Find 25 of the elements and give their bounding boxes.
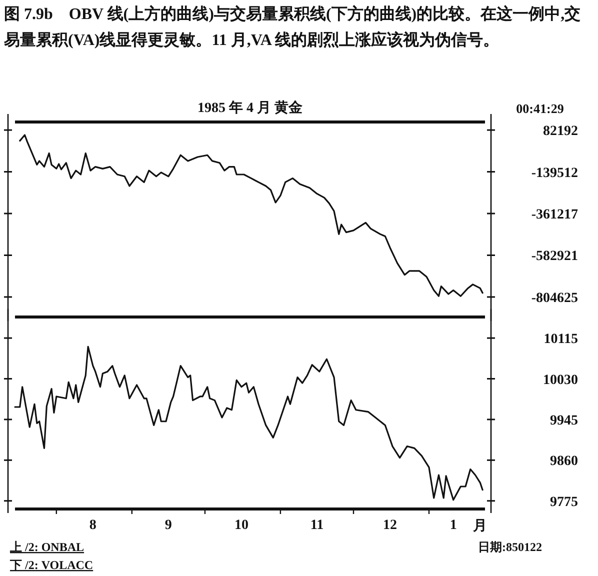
y-tick-label: -139512	[531, 166, 578, 181]
y-tick-label: 9775	[550, 494, 578, 510]
x-tick-label: 1	[450, 518, 457, 533]
y-tick-label: 10030	[543, 372, 578, 388]
y-tick-label: 9860	[550, 454, 578, 470]
chart-title: 1985 年 4 月 黄金	[198, 100, 304, 116]
y-tick-label: -361217	[531, 208, 578, 223]
y-tick-label: -804625	[531, 290, 578, 306]
x-tick-label: 12	[383, 518, 398, 533]
x-tick-label: 8	[89, 518, 96, 533]
caption: 图 7.9b OBV 线(上方的曲线)与交易量累积线(下方的曲线)的比较。在这一例中,交易量累积(VA)线显得更灵敏。11 月,VA 线的剧烈上涨应该视为伪信号。	[4, 4, 582, 51]
y-tick-label: 9945	[550, 413, 578, 428]
x-tick-label: 10	[234, 518, 248, 533]
text: 日期:850122	[478, 540, 542, 554]
line-series	[14, 346, 484, 501]
line-series	[19, 134, 484, 297]
x-tick-label: 9	[164, 518, 172, 533]
x-axis-title: 月	[472, 519, 487, 534]
y-tick-label: -582921	[531, 249, 578, 264]
x-tick-label: 11	[310, 518, 324, 533]
y-tick-label: 10115	[544, 332, 578, 348]
y-tick-label: 82192	[543, 124, 578, 140]
text: 上 /2: ONBAL	[9, 540, 84, 554]
text: 00:41:29	[516, 101, 564, 116]
text: 下 /2: VOLACC	[9, 558, 94, 572]
